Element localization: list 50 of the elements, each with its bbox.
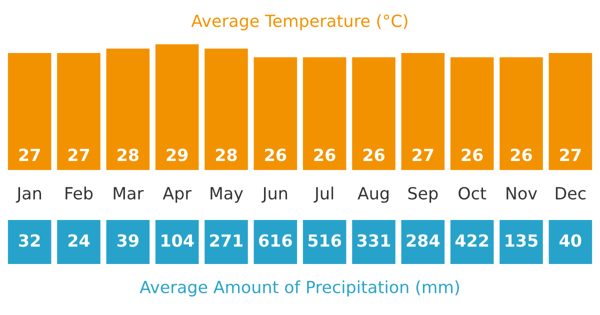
data-label: 29 (166, 148, 188, 162)
bar (254, 57, 298, 170)
data-label: 27 (560, 148, 581, 161)
data-label: 26 (314, 148, 336, 162)
data-label: 616 (259, 234, 292, 247)
x-tick-label: Sep (408, 186, 438, 203)
x-tick-label: Jul (314, 186, 334, 203)
data-label: 39 (117, 234, 138, 247)
x-tick-label: Oct (458, 186, 486, 200)
bar (302, 57, 346, 170)
data-label: 331 (357, 234, 390, 247)
data-label: 27 (412, 148, 434, 161)
x-tick-label: Nov (506, 187, 538, 200)
bar (106, 48, 150, 170)
bar (500, 57, 543, 170)
data-label: 27 (19, 148, 40, 161)
data-label: 26 (265, 148, 286, 162)
data-label: 26 (363, 148, 384, 162)
data-label: 32 (19, 234, 40, 247)
data-label: 24 (68, 234, 90, 247)
data-label: 422 (455, 234, 488, 247)
x-tick-label: Jun (262, 187, 288, 203)
data-label: 28 (216, 148, 237, 162)
bar (352, 57, 396, 170)
data-label: 271 (210, 234, 242, 247)
bar (450, 57, 494, 170)
data-label: 104 (162, 234, 194, 247)
data-label: 27 (68, 148, 90, 161)
bar (401, 52, 445, 170)
data-label: 516 (308, 234, 342, 247)
x-tick-label: Apr (162, 187, 192, 203)
data-label: 28 (118, 148, 138, 162)
bar (8, 52, 52, 170)
bar (155, 44, 199, 170)
x-tick-label: Aug (358, 187, 389, 203)
data-label: 284 (406, 234, 440, 247)
x-tick-label: Jan (16, 187, 42, 203)
x-tick-label: Mar (114, 187, 144, 200)
chart-title: Average Temperature (°C) (191, 14, 408, 30)
data-label: 26 (462, 148, 483, 162)
data-label: 40 (560, 234, 582, 247)
data-label: 26 (510, 148, 532, 162)
data-label: 135 (506, 234, 538, 247)
bar (548, 52, 592, 170)
bar (57, 52, 100, 170)
x-tick-label: May (210, 187, 243, 203)
text: Average Amount of Precipitation (mm) (140, 280, 459, 297)
bar (204, 48, 248, 170)
x-tick-label: Feb (66, 186, 93, 200)
x-tick-label: Dec (556, 187, 586, 200)
